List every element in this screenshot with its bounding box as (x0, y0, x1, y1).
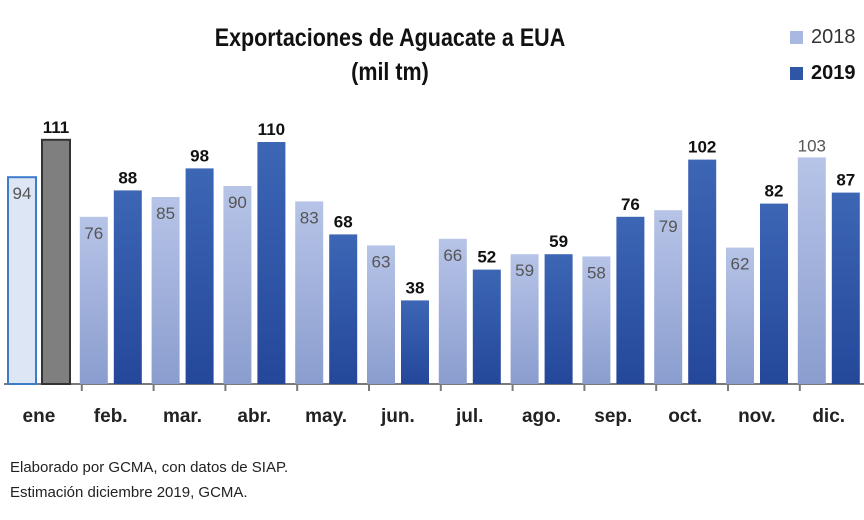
data-label-2019: 88 (118, 168, 137, 187)
bar-2018-oct (654, 210, 683, 384)
bar-2018-jul (438, 238, 467, 384)
data-label-2019: 38 (406, 278, 425, 297)
data-label-2019: 98 (190, 146, 209, 165)
bar-2018-feb (79, 216, 108, 384)
bar-2018-dic (797, 157, 826, 384)
bar-2018-nov (726, 247, 754, 384)
data-label-2019: 87 (836, 171, 855, 190)
bar-2019-abr (257, 142, 286, 384)
bar-2018-ago (510, 254, 539, 384)
estimate-note: Estimación diciembre 2019, GCMA. (10, 484, 248, 501)
bar-2019-ago (544, 254, 573, 384)
bar-2019-mar (185, 168, 214, 384)
data-label-2018: 79 (659, 217, 678, 236)
data-label-2018: 62 (731, 255, 750, 274)
x-tick-label: nov. (738, 406, 776, 427)
bar-2018-abr (223, 186, 252, 384)
bar-2019-jul (472, 269, 501, 384)
x-tick-label: dic. (812, 406, 845, 427)
source-note: Elaborado por GCMA, con datos de SIAP. (10, 459, 289, 476)
chart-title: Exportaciones de Aguacate a EUA (214, 24, 566, 52)
x-tick-label: jun. (380, 406, 415, 427)
bar-2019-feb (113, 190, 142, 384)
x-tick-label: ene (23, 406, 56, 427)
x-tick-label: abr. (237, 406, 271, 427)
x-tick-label: ago. (522, 406, 561, 427)
data-label-2018: 83 (300, 208, 319, 227)
legend-item-2019: 2019 (790, 62, 856, 84)
data-label-2019: 76 (621, 195, 640, 214)
data-label-2018: 103 (798, 136, 826, 155)
x-tick-label: feb. (94, 406, 128, 427)
legend-item-2018: 2018 (790, 26, 856, 48)
bar-2019-jun (401, 300, 429, 384)
data-label-2018: 63 (372, 252, 391, 271)
bar-2019-ene (41, 138, 71, 385)
data-label-2018: 94 (13, 184, 32, 203)
bar-2019-sep (616, 216, 645, 384)
bar-chart: 94 111 ene 76 88 feb. 85 98 mar. 90 110 abr. 83 68 may… (4, 118, 864, 427)
bar-2018-may (295, 201, 324, 384)
data-label-2018: 85 (156, 204, 175, 223)
data-label-2019: 59 (549, 232, 568, 251)
data-label-2018: 59 (515, 261, 534, 280)
bar-2018-mar (151, 197, 180, 384)
bar-2019-nov (760, 203, 788, 384)
data-label-2019: 68 (334, 212, 353, 231)
bar-2019-dic (831, 192, 860, 384)
legend-label-2018: 2018 (811, 25, 856, 48)
bar-2019-may (329, 234, 358, 384)
data-label-2018: 66 (443, 246, 462, 265)
data-label-2019: 111 (43, 118, 70, 137)
bar-2018-sep (582, 256, 611, 384)
x-tick-label: mar. (163, 406, 202, 427)
bar-2018-ene (7, 176, 37, 385)
legend-swatch-2018 (790, 30, 803, 44)
x-tick-label: sep. (594, 406, 632, 427)
legend-label-2019: 2019 (811, 61, 856, 84)
x-tick-label: oct. (668, 406, 702, 427)
bar-2019-oct (688, 159, 717, 384)
data-label-2018: 90 (228, 193, 247, 212)
bar-2018-jun (367, 245, 395, 384)
data-label-2018: 58 (587, 263, 606, 282)
chart-subtitle: (mil tm) (351, 58, 429, 86)
x-tick-label: may. (305, 406, 347, 427)
x-tick-label: jul. (455, 406, 483, 427)
data-label-2019: 110 (258, 120, 285, 139)
data-label-2018: 76 (84, 224, 103, 243)
data-label-2019: 82 (765, 182, 784, 201)
data-label-2019: 102 (688, 138, 716, 157)
data-label-2019: 52 (477, 248, 496, 267)
legend-swatch-2019 (790, 66, 803, 80)
